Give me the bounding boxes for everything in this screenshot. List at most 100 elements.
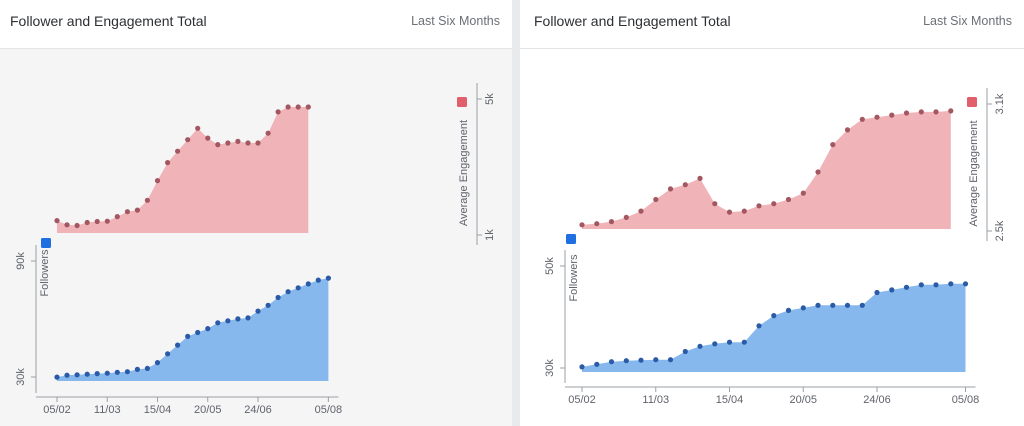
engagement-tick-label: 2.5k [994,220,1006,241]
card-header: Follower and Engagement Total Last Six M… [0,0,512,49]
followers-point [948,281,954,287]
engagement-point [104,218,110,224]
engagement-point [64,222,70,228]
followers-point [185,333,191,339]
followers-point [682,348,688,355]
engagement-point [185,137,191,143]
engagement-tick-label: 5k [484,93,496,105]
engagement-point [245,140,251,146]
followers-point [114,369,120,375]
range-selector[interactable]: Last Six Months [923,14,1012,28]
engagement-point [195,125,201,131]
followers-point [285,289,291,295]
followers-tick-label: 30k [15,368,27,386]
followers-tick-label: 30k [544,359,556,377]
engagement-point [889,112,895,118]
engagement-point [265,130,271,136]
followers-point [859,302,865,308]
followers-point [195,329,201,336]
engagement-legend-swatch [457,97,467,107]
engagement-point [305,104,311,110]
x-tick-label: 05/08 [952,394,980,406]
followers-point [225,318,231,324]
followers-point [305,281,311,287]
engagement-area [57,107,309,233]
engagement-point [623,214,629,220]
engagement-point [154,178,161,184]
followers-point [275,294,281,301]
engagement-point [830,142,836,148]
engagement-point [114,214,120,220]
followers-legend-swatch [41,238,51,248]
engagement-point [594,221,600,227]
followers-point [623,358,629,364]
followers-area [57,278,329,381]
followers-point [144,365,150,371]
engagement-point [667,186,674,192]
engagement-point [815,169,821,175]
engagement-point [859,116,865,122]
engagement-point [948,108,954,114]
engagement-point [235,138,241,144]
engagement-point [124,209,130,215]
followers-point [844,302,851,308]
engagement-point [165,160,171,166]
engagement-point [918,109,924,115]
followers-point [741,339,747,345]
engagement-point [74,222,80,229]
followers-point [933,282,939,288]
followers-point [154,360,161,366]
x-tick-label: 15/04 [716,394,744,406]
followers-point [653,357,659,363]
followers-axis-title: Followers [568,254,580,302]
followers-point [124,369,130,375]
followers-point [830,302,836,308]
followers-point [74,372,80,378]
x-tick-label: 11/03 [94,404,121,416]
engagement-point [134,207,140,213]
engagement-point [785,196,792,203]
followers-point [726,339,733,345]
followers-point [165,351,171,357]
engagement-point [653,196,659,203]
engagement-point [144,197,150,203]
followers-point [962,281,969,287]
engagement-point [844,127,851,133]
x-tick-label: 05/08 [315,404,343,416]
card-header: Follower and Engagement Total Last Six M… [520,0,1024,49]
range-selector[interactable]: Last Six Months [411,14,500,28]
engagement-axis-title: Average Engagement [968,120,980,226]
engagement-area [582,110,951,229]
followers-point [874,289,880,296]
engagement-point [295,104,301,110]
engagement-axis-title: Average Engagement [458,120,470,226]
followers-point [608,359,615,365]
followers-point [889,287,895,293]
engagement-tick-label: 3.1k [994,93,1006,114]
followers-point [815,302,821,308]
engagement-point [94,218,100,225]
followers-point [64,372,70,378]
followers-point [104,370,110,376]
engagement-point [756,203,762,209]
x-tick-label: 20/05 [789,394,817,406]
followers-point [265,302,271,308]
engagement-point [54,218,60,224]
engagement-point [285,104,291,110]
followers-point [245,315,251,321]
followers-point [594,361,600,367]
engagement-point [84,219,90,226]
x-tick-label: 05/02 [568,394,596,406]
engagement-point [225,140,231,146]
x-tick-label: 24/06 [244,404,272,416]
engagement-point [726,209,733,215]
engagement-point [638,208,644,214]
engagement-point [903,110,910,116]
followers-point [315,277,321,283]
followers-point [255,308,261,314]
engagement-point [800,190,806,196]
x-tick-label: 05/02 [43,404,71,416]
engagement-point [682,182,688,188]
engagement-point [712,201,718,207]
